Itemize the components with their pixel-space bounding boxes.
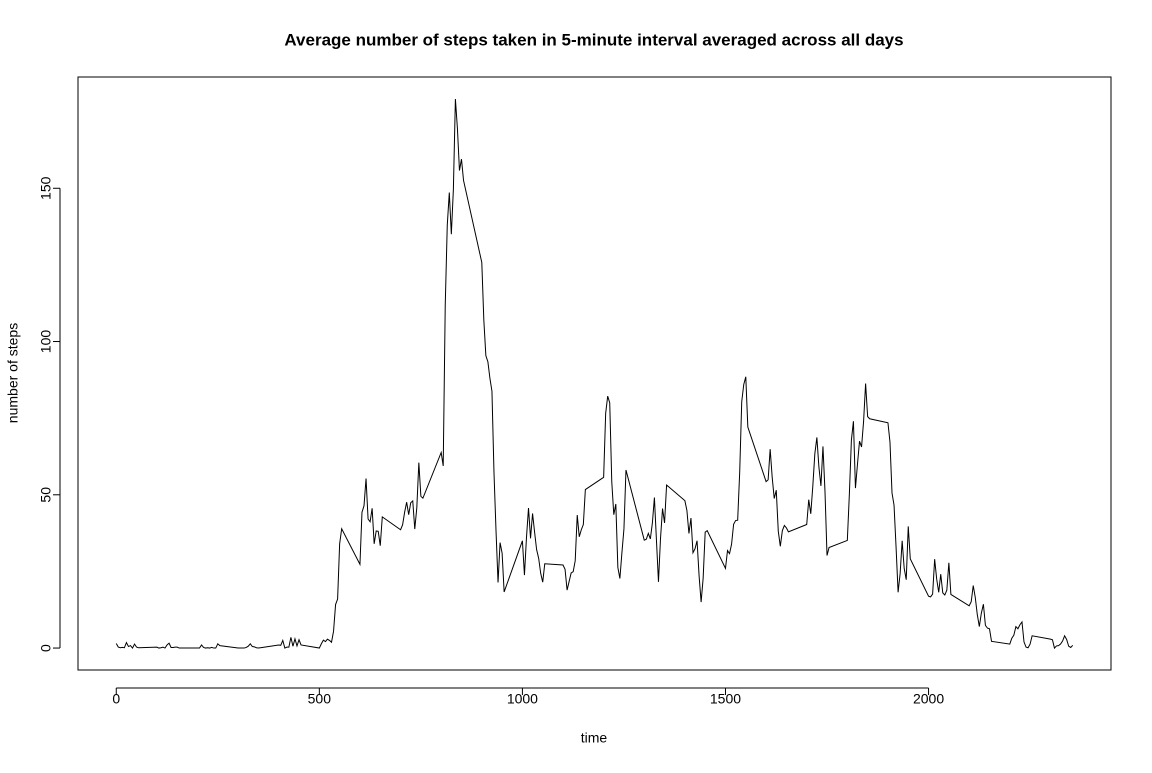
y-tick-label: 50 [38, 487, 54, 503]
x-tick-label: 1500 [710, 691, 741, 707]
x-axis-label: time [581, 730, 608, 746]
y-axis-label: number of steps [5, 323, 21, 423]
y-tick-label: 0 [38, 644, 54, 652]
x-tick-label: 1000 [507, 691, 538, 707]
x-tick-label: 2000 [913, 691, 944, 707]
chart-title: Average number of steps taken in 5-minut… [284, 30, 903, 49]
y-tick-label: 100 [38, 330, 54, 354]
y-tick-label: 150 [38, 176, 54, 200]
data-line [115, 99, 1074, 650]
plot-box [77, 76, 1112, 671]
x-tick-label: 500 [308, 691, 332, 707]
x-tick-label: 0 [112, 691, 120, 707]
